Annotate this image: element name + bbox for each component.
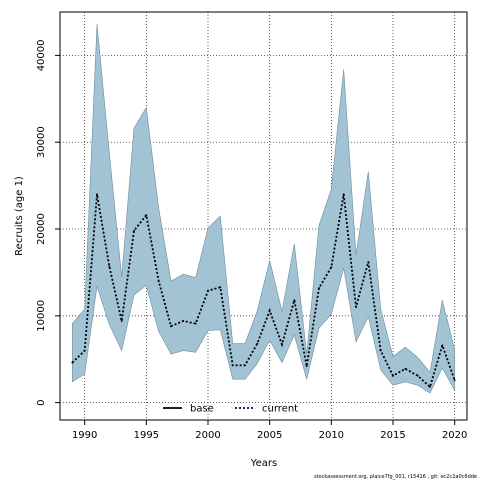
data-point-2003 bbox=[244, 364, 246, 367]
x-tick-label-2010: 2010 bbox=[319, 430, 344, 441]
y-tick-label-20000: 20000 bbox=[36, 213, 47, 245]
x-tick-label-2000: 2000 bbox=[195, 430, 220, 441]
data-point-2019 bbox=[441, 344, 444, 347]
legend-label-base: base bbox=[190, 404, 214, 415]
x-tick-label-2015: 2015 bbox=[380, 430, 405, 441]
series-points bbox=[71, 193, 456, 388]
data-point-2020 bbox=[453, 379, 456, 381]
x-tick-label-1995: 1995 bbox=[134, 430, 159, 441]
data-point-1993 bbox=[120, 320, 123, 322]
legend: base current bbox=[163, 404, 298, 415]
y-tick-label-40000: 40000 bbox=[36, 39, 47, 71]
data-point-1989 bbox=[71, 361, 74, 364]
y-tick-label-10000: 10000 bbox=[36, 300, 47, 332]
data-point-2013 bbox=[367, 261, 370, 263]
data-point-2015 bbox=[392, 374, 394, 377]
x-tick-label-2005: 2005 bbox=[257, 430, 282, 441]
data-point-2012 bbox=[355, 306, 357, 309]
data-point-1990 bbox=[83, 349, 86, 352]
y-tick-label-30000: 30000 bbox=[36, 126, 47, 158]
data-point-1991 bbox=[96, 193, 98, 196]
data-point-1997 bbox=[170, 325, 172, 328]
data-point-2005 bbox=[268, 309, 271, 312]
data-point-2011 bbox=[342, 193, 345, 196]
data-point-1994 bbox=[133, 229, 135, 232]
data-point-1996 bbox=[157, 280, 160, 283]
legend-label-current: current bbox=[262, 404, 298, 415]
data-point-2016 bbox=[404, 367, 407, 370]
data-point-2018 bbox=[429, 386, 431, 388]
data-point-2014 bbox=[379, 349, 382, 352]
data-point-2010 bbox=[330, 266, 333, 269]
data-point-2009 bbox=[318, 287, 320, 289]
data-point-1998 bbox=[182, 320, 185, 322]
data-point-1995 bbox=[145, 214, 148, 217]
x-tick-label-2020: 2020 bbox=[442, 430, 467, 441]
x-axis-title: Years bbox=[250, 458, 277, 469]
y-axis: 0 10000 20000 30000 40000 bbox=[36, 39, 60, 406]
data-point-2001 bbox=[219, 286, 222, 289]
y-tick-label-0: 0 bbox=[36, 399, 47, 405]
data-point-2007 bbox=[293, 299, 296, 302]
data-point-1999 bbox=[194, 322, 197, 325]
plot-frame bbox=[59, 11, 468, 421]
data-point-2002 bbox=[231, 364, 234, 367]
y-axis-title: Recruits (age 1) bbox=[14, 176, 25, 256]
data-point-2006 bbox=[281, 343, 283, 346]
data-point-2000 bbox=[207, 289, 209, 292]
data-point-2004 bbox=[256, 342, 259, 345]
series-line-current bbox=[71, 194, 456, 389]
data-point-2017 bbox=[416, 374, 419, 377]
x-axis: 1990 1995 2000 2005 2010 2015 2020 bbox=[72, 420, 467, 441]
data-point-2008 bbox=[305, 365, 308, 368]
data-point-1992 bbox=[108, 265, 111, 268]
x-tick-label-1990: 1990 bbox=[72, 430, 97, 441]
footer-note: stockassessment.org, plaice7fg_001, r154… bbox=[314, 474, 477, 480]
confidence-band bbox=[72, 24, 455, 394]
